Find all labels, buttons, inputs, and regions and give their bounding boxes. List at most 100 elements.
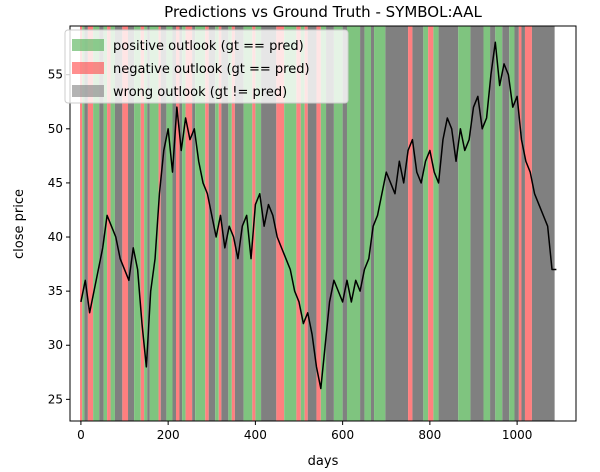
region-positive-4 [93, 26, 100, 421]
region-negative-3 [87, 26, 94, 421]
region-positive-32 [228, 26, 232, 421]
region-negative-7 [107, 26, 111, 421]
region-negative-10 [122, 26, 129, 421]
region-wrong-9 [114, 26, 123, 421]
region-wrong-2 [84, 26, 88, 421]
region-negative-30 [218, 26, 222, 421]
y-tick-label: 30 [48, 338, 63, 352]
region-wrong-67 [502, 26, 510, 421]
y-tick-label: 35 [48, 284, 63, 298]
region-negative-56 [408, 26, 413, 421]
region-wrong-28 [208, 26, 216, 421]
region-negative-21 [176, 26, 180, 421]
region-wrong-71 [521, 26, 525, 421]
x-tick-label: 200 [157, 428, 180, 442]
legend-box [64, 29, 349, 104]
legend-label-negative: negative outlook (gt == pred) [113, 62, 310, 77]
region-wrong-11 [128, 26, 135, 421]
region-positive-66 [495, 26, 503, 421]
legend-label-positive: positive outlook (gt == pred) [113, 39, 304, 54]
region-negative-17 [158, 26, 161, 421]
region-positive-64 [483, 26, 491, 421]
region-positive-14 [144, 26, 148, 421]
legend: positive outlook (gt == pred) negative o… [64, 29, 349, 104]
y-tick-label: 45 [48, 176, 63, 190]
region-wrong-34 [234, 26, 244, 421]
region-wrong-44 [307, 26, 317, 421]
region-wrong-31 [221, 26, 229, 421]
legend-swatch-wrong [72, 85, 104, 97]
region-wrong-57 [412, 26, 424, 421]
region-wrong-49 [342, 26, 347, 421]
region-negative-39 [276, 26, 285, 421]
region-negative-0 [80, 26, 83, 421]
region-wrong-5 [99, 26, 104, 421]
region-positive-8 [110, 26, 115, 421]
region-positive-48 [333, 26, 343, 421]
region-negative-43 [304, 26, 308, 421]
region-positive-12 [134, 26, 141, 421]
region-positive-23 [182, 26, 186, 421]
region-positive-37 [255, 26, 262, 421]
legend-swatch-negative [72, 62, 104, 74]
x-axis-ticks: 0 200 400 600 800 1000 [77, 421, 532, 442]
region-negative-41 [296, 26, 301, 421]
chart-title: Predictions vs Ground Truth - SYMBOL:AAL [164, 3, 482, 21]
region-wrong-38 [261, 26, 277, 421]
x-tick-label: 400 [244, 428, 267, 442]
x-tick-label: 1000 [502, 428, 533, 442]
y-tick-label: 55 [48, 68, 63, 82]
x-tick-label: 600 [331, 428, 354, 442]
plot-frame [69, 25, 577, 422]
region-wrong-73 [531, 26, 555, 421]
y-tick-label: 50 [48, 122, 63, 136]
region-negative-24 [185, 26, 193, 421]
region-wrong-18 [160, 26, 167, 421]
region-positive-54 [374, 26, 386, 421]
legend-label-wrong: wrong outlook (gt != pred) [113, 85, 287, 100]
region-positive-58 [423, 26, 429, 421]
y-axis-ticks: 25 30 35 40 45 50 55 [48, 68, 70, 406]
y-tick-label: 40 [48, 230, 63, 244]
region-positive-62 [458, 26, 471, 421]
y-tick-label: 25 [48, 392, 63, 406]
region-wrong-61 [438, 26, 459, 421]
region-positive-1 [82, 26, 85, 421]
region-wrong-55 [385, 26, 409, 421]
region-wrong-63 [470, 26, 484, 421]
price-line [80, 41, 557, 390]
region-negative-70 [518, 26, 522, 421]
region-negative-13 [140, 26, 145, 421]
region-wrong-51 [360, 26, 365, 421]
region-wrong-53 [370, 26, 375, 421]
region-negative-27 [205, 26, 209, 421]
legend-swatch-positive [72, 39, 104, 51]
region-wrong-22 [179, 26, 183, 421]
region-positive-26 [195, 26, 206, 421]
region-wrong-65 [490, 26, 496, 421]
region-wrong-15 [147, 26, 150, 421]
region-positive-46 [320, 26, 327, 421]
region-positive-52 [364, 26, 371, 421]
region-positive-16 [149, 26, 159, 421]
region-positive-50 [346, 26, 361, 421]
region-negative-45 [316, 26, 321, 421]
region-negative-72 [524, 26, 532, 421]
region-positive-42 [300, 26, 305, 421]
region-positive-60 [433, 26, 439, 421]
y-axis-label: close price [12, 189, 27, 259]
region-wrong-69 [514, 26, 519, 421]
x-tick-label: 800 [418, 428, 441, 442]
region-wrong-20 [172, 26, 176, 421]
region-wrong-25 [192, 26, 196, 421]
region-negative-59 [428, 26, 434, 421]
region-wrong-47 [326, 26, 334, 421]
region-negative-33 [231, 26, 235, 421]
x-axis-label: days [308, 454, 339, 469]
x-tick-label: 0 [77, 428, 85, 442]
region-positive-68 [509, 26, 515, 421]
region-positive-29 [215, 26, 219, 421]
region-positive-40 [284, 26, 297, 421]
region-positive-19 [166, 26, 173, 421]
